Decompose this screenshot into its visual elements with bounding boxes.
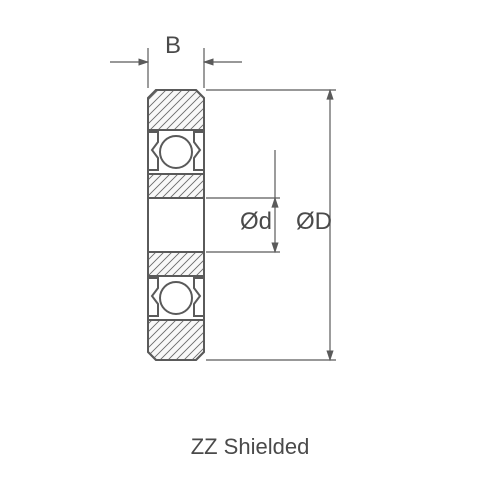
label-d: Ød [240,208,272,236]
bore [148,198,204,252]
drawing-svg [0,0,500,500]
label-D: ØD [296,208,332,236]
ball-top [160,136,192,168]
lower-outer-race [148,320,204,360]
upper-inner-race [148,174,204,198]
lower-inner-race [148,252,204,276]
ball-bottom [160,282,192,314]
caption: ZZ Shielded [0,434,500,460]
bearing-diagram: B Ød ØD ZZ Shielded [0,0,500,500]
upper-outer-race [148,90,204,130]
label-B: B [165,32,181,60]
